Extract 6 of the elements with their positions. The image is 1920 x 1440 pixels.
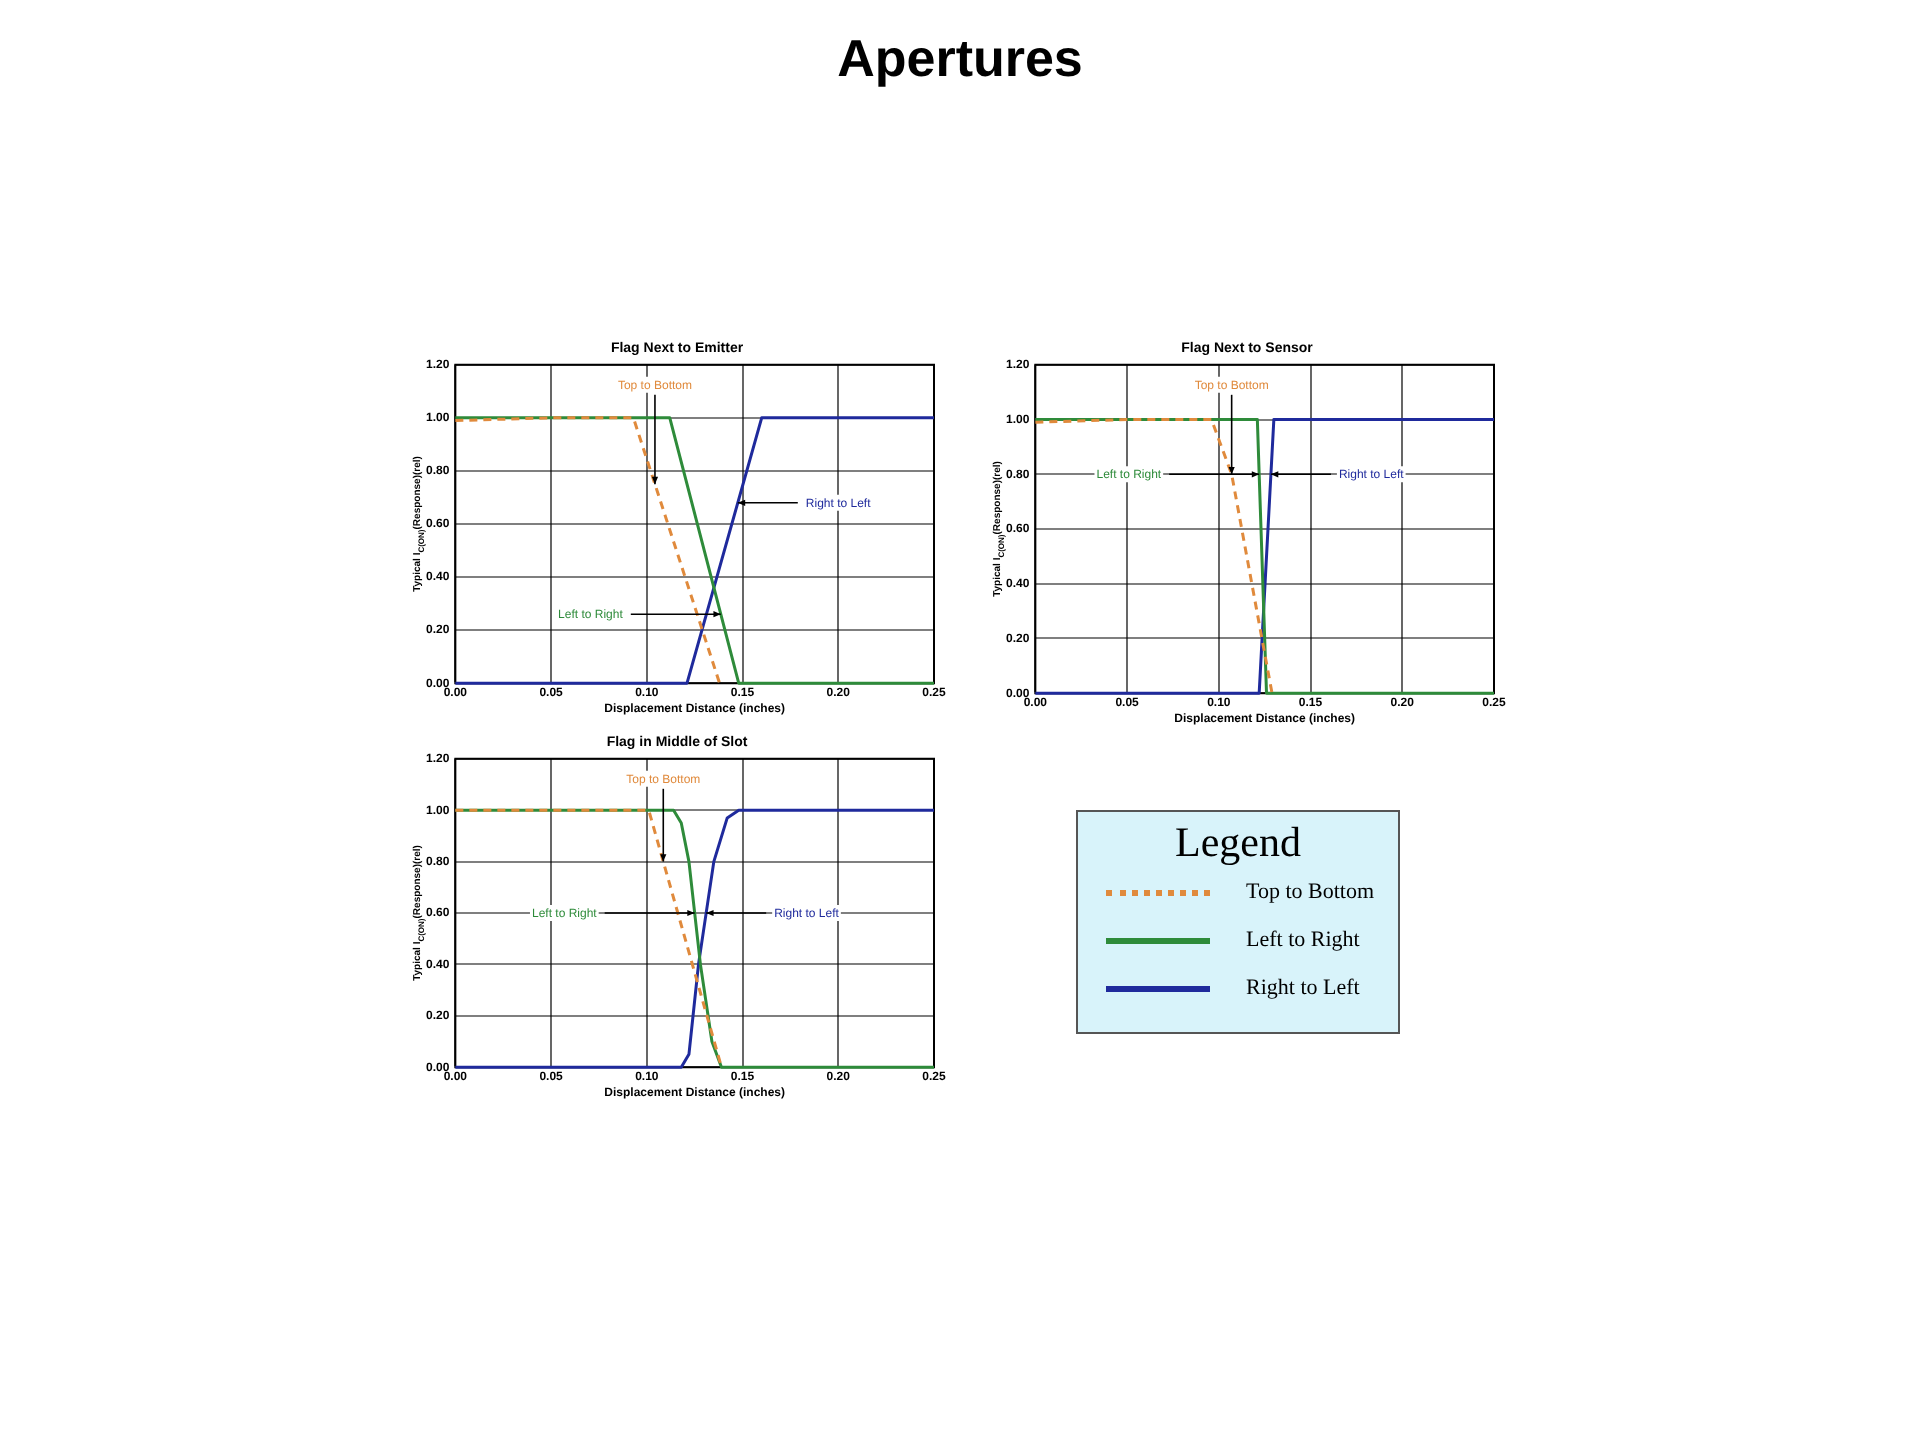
text: Legend (1173, 818, 1303, 868)
text: Top to Bottom (1246, 880, 1375, 904)
text: Left to Right (1246, 928, 1360, 952)
text: Apertures (835, 28, 1085, 90)
line-series (1033, 418, 1274, 695)
text: Right to Left (1246, 976, 1360, 1000)
